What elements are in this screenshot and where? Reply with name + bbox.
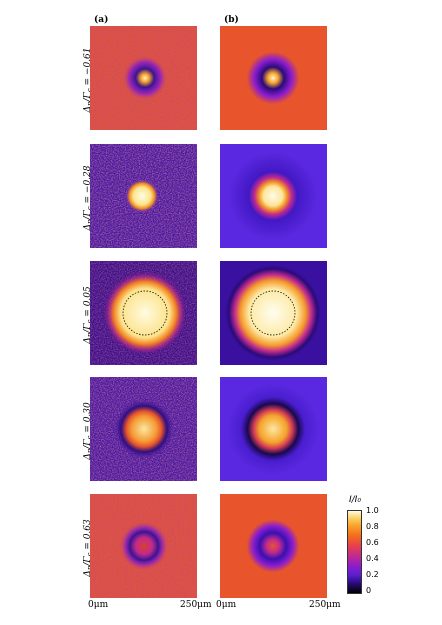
colorbar-tick-3: 0.6	[366, 538, 379, 547]
colorbar-title: I/I₀	[349, 495, 361, 505]
axis-tick-b-right: 250μm	[309, 600, 341, 610]
image-b-row4	[220, 377, 327, 481]
image-b-row1	[220, 26, 327, 130]
image-b-row2	[220, 144, 327, 248]
axis-tick-b-left: 0μm	[216, 600, 237, 610]
colorbar-tick-2: 0.8	[366, 522, 379, 531]
dashed-circle-b	[250, 290, 296, 336]
axis-tick-a-left: 0μm	[88, 600, 109, 610]
colorbar-tick-4: 0.4	[366, 554, 379, 563]
colorbar	[347, 510, 362, 594]
image-a-row1	[90, 26, 197, 130]
image-a-row4	[90, 377, 197, 481]
image-b-row3	[220, 261, 327, 365]
panel-label-a: (a)	[94, 15, 109, 25]
colorbar-tick-6: 0	[366, 586, 372, 595]
axis-tick-a-right: 250μm	[180, 600, 212, 610]
image-a-row3	[90, 261, 197, 365]
image-a-row2	[90, 144, 197, 248]
colorbar-tick-5: 0.2	[366, 570, 379, 579]
image-b-row5	[220, 494, 327, 598]
panel-label-b: (b)	[224, 15, 239, 25]
dashed-circle-a	[122, 290, 168, 336]
colorbar-tick-1: 1.0	[366, 506, 379, 515]
image-a-row5	[90, 494, 197, 598]
